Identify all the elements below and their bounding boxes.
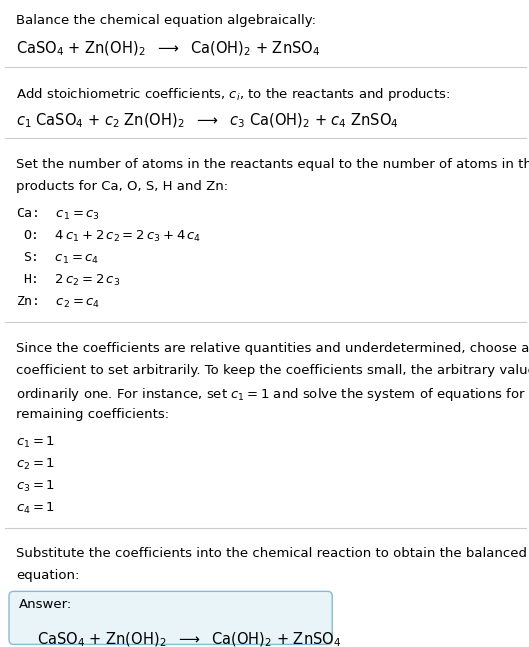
Text: Set the number of atoms in the reactants equal to the number of atoms in the: Set the number of atoms in the reactants… bbox=[16, 158, 529, 171]
Text: O:  $4\,c_1 + 2\,c_2 = 2\,c_3 + 4\,c_4$: O: $4\,c_1 + 2\,c_2 = 2\,c_3 + 4\,c_4$ bbox=[23, 229, 202, 244]
Text: products for Ca, O, S, H and Zn:: products for Ca, O, S, H and Zn: bbox=[16, 180, 228, 193]
Text: Zn:  $c_2 = c_4$: Zn: $c_2 = c_4$ bbox=[16, 295, 100, 310]
Text: $c_1$ CaSO$_4$ + $c_2$ Zn(OH)$_2$  $\longrightarrow$  $c_3$ Ca(OH)$_2$ + $c_4$ Z: $c_1$ CaSO$_4$ + $c_2$ Zn(OH)$_2$ $\long… bbox=[16, 111, 399, 129]
Text: Add stoichiometric coefficients, $c_i$, to the reactants and products:: Add stoichiometric coefficients, $c_i$, … bbox=[16, 86, 450, 103]
Text: Substitute the coefficients into the chemical reaction to obtain the balanced: Substitute the coefficients into the che… bbox=[16, 547, 527, 560]
Text: equation:: equation: bbox=[16, 569, 79, 582]
Text: Answer:: Answer: bbox=[19, 598, 72, 611]
Text: CaSO$_4$ + Zn(OH)$_2$  $\longrightarrow$  Ca(OH)$_2$ + ZnSO$_4$: CaSO$_4$ + Zn(OH)$_2$ $\longrightarrow$ … bbox=[16, 39, 320, 58]
Text: $c_1 = 1$: $c_1 = 1$ bbox=[16, 435, 55, 450]
Text: ordinarily one. For instance, set $c_1 = 1$ and solve the system of equations fo: ordinarily one. For instance, set $c_1 =… bbox=[16, 386, 529, 402]
Text: coefficient to set arbitrarily. To keep the coefficients small, the arbitrary va: coefficient to set arbitrarily. To keep … bbox=[16, 364, 529, 377]
Text: CaSO$_4$ + Zn(OH)$_2$  $\longrightarrow$  Ca(OH)$_2$ + ZnSO$_4$: CaSO$_4$ + Zn(OH)$_2$ $\longrightarrow$ … bbox=[37, 630, 341, 647]
Text: H:  $2\,c_2 = 2\,c_3$: H: $2\,c_2 = 2\,c_3$ bbox=[23, 273, 121, 288]
Text: Since the coefficients are relative quantities and underdetermined, choose a: Since the coefficients are relative quan… bbox=[16, 342, 529, 355]
Text: $c_4 = 1$: $c_4 = 1$ bbox=[16, 501, 55, 516]
Text: $c_2 = 1$: $c_2 = 1$ bbox=[16, 457, 55, 472]
Text: Balance the chemical equation algebraically:: Balance the chemical equation algebraica… bbox=[16, 14, 316, 27]
FancyBboxPatch shape bbox=[9, 591, 332, 644]
Text: Ca:  $c_1 = c_3$: Ca: $c_1 = c_3$ bbox=[16, 207, 100, 222]
Text: $c_3 = 1$: $c_3 = 1$ bbox=[16, 479, 55, 494]
Text: S:  $c_1 = c_4$: S: $c_1 = c_4$ bbox=[23, 251, 99, 266]
Text: remaining coefficients:: remaining coefficients: bbox=[16, 408, 169, 421]
